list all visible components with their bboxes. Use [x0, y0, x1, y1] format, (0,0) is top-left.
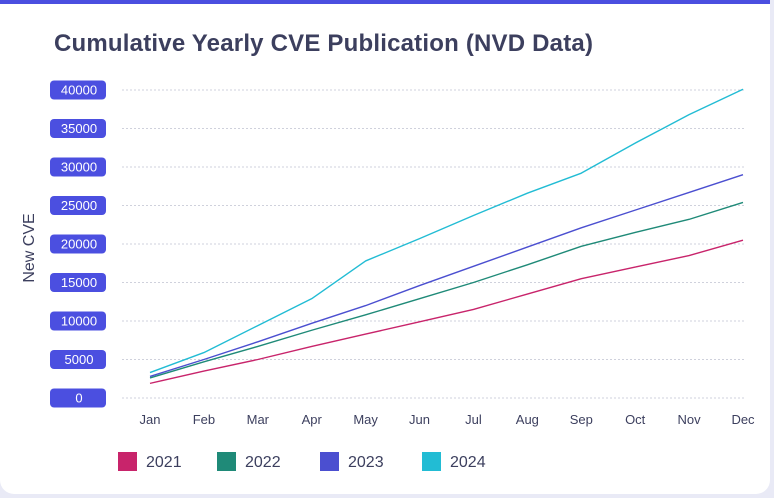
x-tick-label: May [353, 412, 378, 427]
x-tick-label: Jul [465, 412, 482, 427]
y-tick-pill [50, 119, 106, 138]
legend-swatch-2023 [320, 452, 339, 471]
data-point-2022 [579, 244, 583, 248]
data-point-2023 [418, 284, 422, 288]
data-point-2022 [256, 344, 260, 348]
x-tick-label: Jan [140, 412, 161, 427]
data-point-2023 [202, 358, 206, 362]
data-point-2024 [418, 237, 422, 241]
y-tick-label: 40000 [61, 83, 97, 98]
data-point-2023 [525, 245, 529, 249]
x-tick-label: Mar [247, 412, 270, 427]
x-tick-label: Apr [302, 412, 323, 427]
data-point-2023 [256, 340, 260, 344]
data-point-2024 [633, 141, 637, 145]
x-tick-label: Oct [625, 412, 646, 427]
data-point-2024 [364, 259, 368, 263]
x-tick-label: Jun [409, 412, 430, 427]
legend-swatch-2024 [422, 452, 441, 471]
data-point-2021 [310, 344, 314, 348]
data-point-2021 [256, 358, 260, 362]
chart-title: Cumulative Yearly CVE Publication (NVD D… [54, 30, 594, 57]
data-point-2024 [525, 191, 529, 195]
series-line-2024 [149, 88, 744, 374]
data-point-2024 [579, 171, 583, 175]
data-point-2023 [310, 321, 314, 325]
y-tick-pill [50, 80, 106, 100]
y-tick-pill [50, 273, 106, 292]
data-point-2021 [471, 307, 475, 311]
data-point-2021 [687, 254, 691, 258]
data-point-2024 [256, 324, 260, 328]
data-point-2024 [687, 113, 691, 117]
data-point-2021 [525, 292, 529, 296]
data-point-2024 [310, 297, 314, 301]
y-tick-label: 20000 [61, 237, 97, 252]
y-tick-label: 30000 [61, 160, 97, 175]
y-tick-pill [50, 196, 106, 215]
data-point-2022 [687, 217, 691, 221]
data-point-2022 [418, 297, 422, 301]
data-point-2023 [364, 304, 368, 308]
data-point-2023 [633, 208, 637, 212]
data-point-2021 [148, 381, 152, 385]
data-point-2021 [202, 369, 206, 373]
data-point-2024 [471, 214, 475, 218]
x-tick-label: Dec [731, 412, 755, 427]
legend-label: 2023 [348, 454, 384, 471]
data-point-2021 [364, 332, 368, 336]
data-point-2023 [148, 374, 152, 378]
legend-label: 2024 [450, 454, 486, 471]
data-point-2024 [148, 371, 152, 375]
x-tick-label: Nov [678, 412, 702, 427]
series-line-2022 [149, 201, 744, 379]
data-point-2022 [633, 230, 637, 234]
y-tick-pill [50, 157, 106, 177]
data-point-2022 [310, 328, 314, 332]
data-point-2023 [579, 226, 583, 230]
y-tick-label: 0 [75, 391, 82, 406]
y-tick-label: 10000 [61, 314, 97, 329]
y-tick-pill [50, 234, 106, 254]
y-axis-label: New CVE [21, 213, 38, 282]
data-point-2021 [579, 277, 583, 281]
y-tick-label: 25000 [61, 198, 97, 213]
y-tick-pill [50, 388, 106, 408]
data-point-2023 [741, 173, 745, 177]
data-point-2023 [687, 190, 691, 194]
y-tick-label: 35000 [61, 121, 97, 136]
data-point-2023 [471, 264, 475, 268]
x-tick-label: Feb [193, 412, 215, 427]
legend-label: 2022 [245, 454, 281, 471]
data-point-2024 [202, 351, 206, 355]
y-tick-label: 15000 [61, 275, 97, 290]
series-line-2023 [149, 174, 744, 378]
data-point-2022 [471, 281, 475, 285]
data-point-2022 [364, 313, 368, 317]
data-point-2022 [525, 263, 529, 267]
legend-label: 2021 [146, 454, 182, 471]
y-tick-pill [50, 311, 106, 331]
data-point-2021 [741, 238, 745, 242]
y-tick-pill [50, 350, 106, 369]
data-point-2021 [633, 265, 637, 269]
x-tick-label: Aug [516, 412, 539, 427]
legend-swatch-2022 [217, 452, 236, 471]
series-line-2021 [149, 239, 744, 385]
data-point-2022 [741, 200, 745, 204]
data-point-2024 [741, 87, 745, 91]
x-tick-label: Sep [570, 412, 593, 427]
data-point-2021 [418, 320, 422, 324]
legend-swatch-2021 [118, 452, 137, 471]
y-tick-label: 5000 [65, 352, 94, 367]
